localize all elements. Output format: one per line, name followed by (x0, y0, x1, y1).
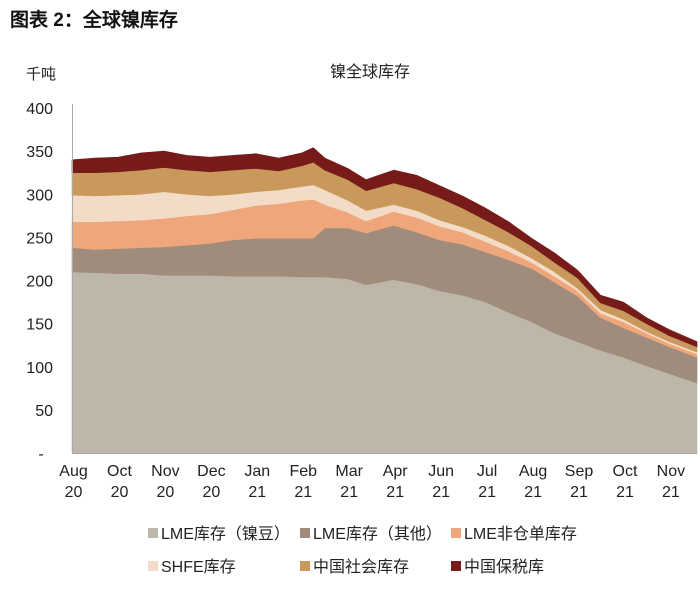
x-tick-year: 21 (340, 484, 358, 501)
legend-item-lme-off-warrant: LME非仓单库存 (451, 525, 577, 543)
x-tick-month: Sep (565, 463, 594, 480)
legend-item-china-bonded: 中国保税库 (451, 558, 544, 576)
x-tick-month: Oct (613, 463, 638, 480)
legend-item-lme-other: LME库存（其他） (300, 525, 442, 543)
y-tick-label: - (38, 446, 43, 463)
x-tick-year: 21 (662, 484, 680, 501)
y-axis-tick-labels: 400 350 300 250 200 150 100 50 - (26, 101, 53, 463)
x-tick-year: 21 (248, 484, 266, 501)
legend-item-shfe: SHFE库存 (148, 558, 236, 576)
legend-swatch (451, 561, 461, 571)
legend-swatch (148, 561, 158, 571)
x-tick-year: 21 (570, 484, 588, 501)
x-tick-label: Nov 20 (151, 463, 179, 501)
legend-item-lme-nickel-briquettes: LME库存（镍豆） (148, 525, 290, 543)
x-tick-month: Mar (335, 463, 363, 480)
x-tick-label: Jan 21 (244, 463, 270, 501)
x-tick-year: 21 (386, 484, 404, 501)
y-tick-label: 150 (26, 317, 53, 334)
x-tick-month: Apr (383, 463, 409, 480)
x-tick-month: Feb (290, 463, 318, 480)
legend-item-china-social: 中国社会库存 (300, 558, 409, 576)
x-tick-year: 20 (65, 484, 83, 501)
legend-label: SHFE库存 (161, 558, 236, 576)
x-tick-month: Aug (59, 463, 87, 480)
legend-swatch (300, 561, 310, 571)
chart-title: 镍全球库存 (330, 63, 410, 81)
y-tick-label: 100 (26, 360, 53, 377)
x-tick-label: Nov 21 (657, 463, 685, 501)
x-tick-label: Jun 21 (428, 463, 454, 501)
legend-label: 中国保税库 (464, 558, 544, 576)
y-tick-label: 350 (26, 144, 53, 161)
x-tick-year: 20 (157, 484, 175, 501)
x-tick-year: 21 (478, 484, 496, 501)
area-china-bonded (71, 147, 698, 348)
x-tick-month: Dec (197, 463, 225, 480)
legend-label: LME非仓单库存 (464, 525, 577, 543)
x-tick-label: Oct 20 (107, 463, 132, 501)
x-tick-label: Feb 21 (290, 463, 318, 501)
legend-swatch (148, 528, 158, 538)
legend-label: LME库存（其他） (313, 525, 442, 543)
x-axis-tick-labels: Aug 20 Oct 20 Nov 20 Dec 20 Jan 21 Feb 21 Mar 21 Apr 21… (59, 463, 685, 501)
x-tick-label: Aug 20 (59, 463, 87, 501)
x-tick-year: 21 (432, 484, 450, 501)
x-tick-month: Oct (107, 463, 132, 480)
y-axis-unit-label: 千吨 (26, 66, 56, 83)
x-tick-month: Nov (657, 463, 685, 480)
x-tick-month: Jul (477, 463, 497, 480)
y-tick-label: 400 (26, 101, 53, 118)
y-tick-label: 50 (35, 403, 53, 420)
legend-swatch (300, 528, 310, 538)
x-tick-label: Aug 21 (519, 463, 547, 501)
x-tick-year: 20 (203, 484, 221, 501)
figure-title: 图表 2：全球镍库存 (10, 8, 178, 31)
x-tick-label: Jul 21 (477, 463, 497, 501)
legend-swatch (451, 528, 461, 538)
x-tick-label: Oct 21 (613, 463, 638, 501)
x-tick-month: Nov (151, 463, 179, 480)
x-tick-month: Jan (244, 463, 270, 480)
x-tick-year: 21 (524, 484, 542, 501)
y-tick-label: 300 (26, 187, 53, 204)
x-tick-year: 21 (294, 484, 312, 501)
x-tick-year: 20 (111, 484, 129, 501)
x-tick-label: Sep 21 (565, 463, 594, 501)
x-tick-label: Apr 21 (383, 463, 409, 501)
x-tick-label: Mar 21 (335, 463, 363, 501)
y-tick-label: 200 (26, 274, 53, 291)
legend: LME库存（镍豆） LME库存（其他） LME非仓单库存 SHFE库存 中国社会… (148, 525, 577, 576)
x-tick-month: Aug (519, 463, 547, 480)
x-tick-label: Dec 20 (197, 463, 225, 501)
x-tick-year: 21 (616, 484, 634, 501)
legend-label: 中国社会库存 (313, 558, 409, 576)
x-tick-month: Jun (428, 463, 454, 480)
y-tick-label: 250 (26, 230, 53, 247)
legend-label: LME库存（镍豆） (161, 525, 290, 543)
area-layers (71, 147, 698, 454)
